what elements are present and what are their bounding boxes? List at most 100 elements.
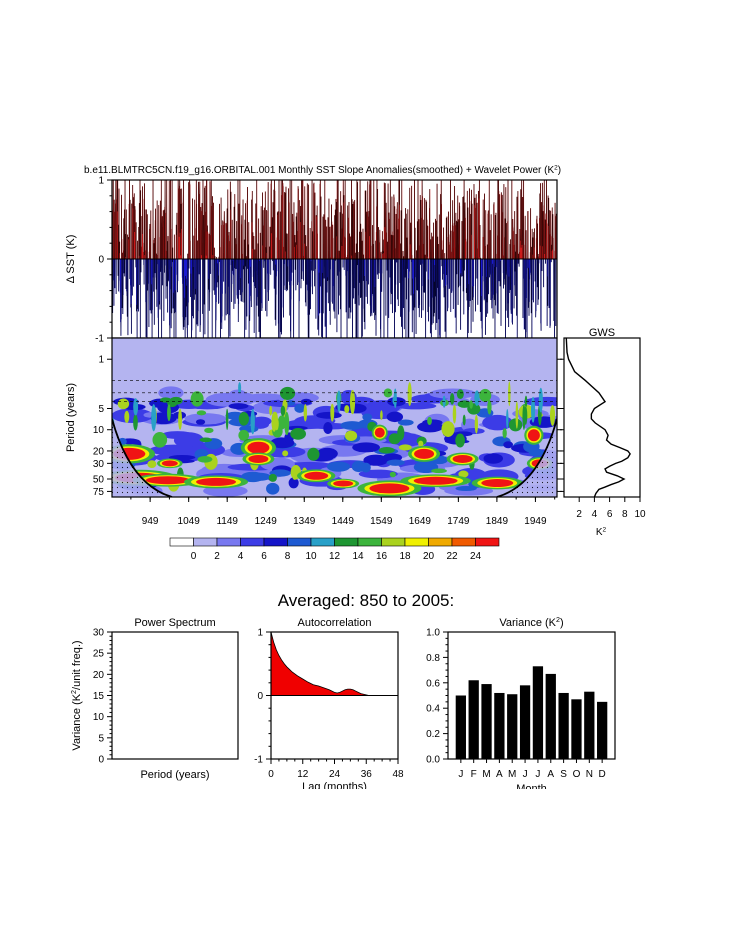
wavelet-blob [133,398,139,416]
wavelet-blob [352,442,380,453]
wavelet-blob [508,381,511,407]
power-spectrum-plot: 0 5 10 15 20 25 30 Power Spectrum Period (years)… [70,617,239,781]
colorbar-swatch [475,537,500,547]
sst-ytick-label: -1 [95,334,104,345]
wavelet-blob [337,390,341,413]
wavelet-blob [474,414,479,434]
wavelet-blob [168,454,196,460]
wavelet-blob [374,427,385,438]
wavelet-xtick-label: 1249 [255,516,278,527]
sst-ylabel: Δ SST (K) [65,235,77,284]
power-spectrum-ylabel: Variance (K2/unit freq.) [70,640,83,750]
wavelet-blob [417,421,444,433]
variance-xtick-label: O [573,769,581,780]
wavelet-blob [117,398,130,410]
wavelet-frame [111,337,558,498]
sst-ytick-label: 1 [98,176,104,187]
wavelet-xtick-label: 1649 [409,516,432,527]
wavelet-blob [279,386,296,400]
power-spectrum-xlabel: Period (years) [140,769,209,781]
wavelet-blob [462,414,466,426]
power-spectrum-ytick-label: 5 [98,733,104,744]
autocorrelation-title: Autocorrelation [298,617,372,629]
colorbar-swatch [451,537,476,547]
wavelet-ytick-label: 5 [98,404,104,415]
wavelet-ylabel: Period (years) [65,383,77,452]
wavelet-blob [288,477,299,489]
variance-xtick-label: M [508,769,516,780]
wavelet-blob [124,410,130,423]
variance-xtick-label: D [599,769,606,780]
wavelet-ytick-label: 1 [98,355,104,366]
colorbar-label: 16 [376,551,388,562]
colorbar-label: 14 [352,551,364,562]
wavelet-blob [467,403,481,415]
wavelet-ytick-label: 10 [93,425,105,436]
wavelet-blob [457,400,471,408]
wavelet-blob [479,388,492,402]
gws-title: GWS [589,327,615,339]
colorbar-label: 20 [423,551,435,562]
ps-ylabel-text: Variance (K [71,693,83,750]
power-spectrum-ytick-label: 0 [98,755,104,766]
wavelet-blob [204,427,214,434]
wavelet-ytick-label: 75 [93,487,105,498]
wavelet-blob [487,399,492,415]
wavelet-blob [345,430,358,442]
variance-xtick-label: S [560,769,567,780]
sst-ytick-label: 0 [98,255,104,266]
wavelet-blob [333,480,354,487]
wavelet-blob [522,404,526,430]
wavelet-blob [133,414,138,431]
variance-ytick-label: 0.0 [426,755,440,766]
wavelet-blob [549,404,556,426]
wavelet-blob [248,472,272,481]
sst-line [112,180,557,338]
colorbar-label: 2 [214,551,220,562]
wavelet-blob [502,428,507,439]
wavelet-blob [284,411,290,436]
wavelet-blob [431,468,447,474]
gws-xlabel: K2 [596,527,607,539]
variance-ytick-label: 0.6 [426,678,440,689]
wavelet-blob [388,433,401,445]
coi-line-left [112,418,173,497]
wavelet-blob [389,471,396,478]
wavelet-blob [386,459,405,466]
variance-ytick-label: 1.0 [426,628,440,639]
wavelet-blob [178,408,182,430]
wavelet-blob [441,421,455,437]
wavelet-blob [506,408,509,429]
power-spectrum-ytick-label: 20 [93,670,105,681]
wavelet-blob [292,474,298,480]
wavelet-blob [149,444,199,456]
colorbar-swatch [428,537,453,547]
wavelet-blob [458,470,469,478]
wavelet-blob [280,416,286,429]
main-title: b.e11.BLMTRC5CN.f19_g16.ORBITAL.001 Mont… [84,165,561,177]
wavelet-blob [199,437,212,443]
wavelet-blob [282,450,289,457]
wavelet-blob [238,429,250,441]
colorbar-swatch [381,537,406,547]
variance-bar [532,666,544,759]
variance-xtick-label: J [458,769,463,780]
sst-plot: 1 0 -1 Δ SST (K) b.e11.BLMTRC5CN.f19_g16.ORB… [65,165,561,345]
power-spectrum-ytick-label: 15 [93,691,105,702]
colorbar-swatch [169,537,194,547]
wavelet-blob [145,476,190,485]
variance-title-sup: 2 [556,616,560,624]
variance-xtick-label: J [535,769,540,780]
gws-xtick-label: 4 [592,509,598,520]
wavelet-blob [151,404,157,432]
wavelet-blob [161,460,178,467]
wavelet-blob [398,444,412,451]
variance-bar [494,692,505,759]
wavelet-xtick-label: 1849 [486,516,509,527]
colorbar-swatch [263,537,288,547]
variance-xtick-label: J [523,769,528,780]
variance-bar [545,673,556,759]
wavelet-blob [427,416,432,426]
page-bottom [0,789,733,945]
